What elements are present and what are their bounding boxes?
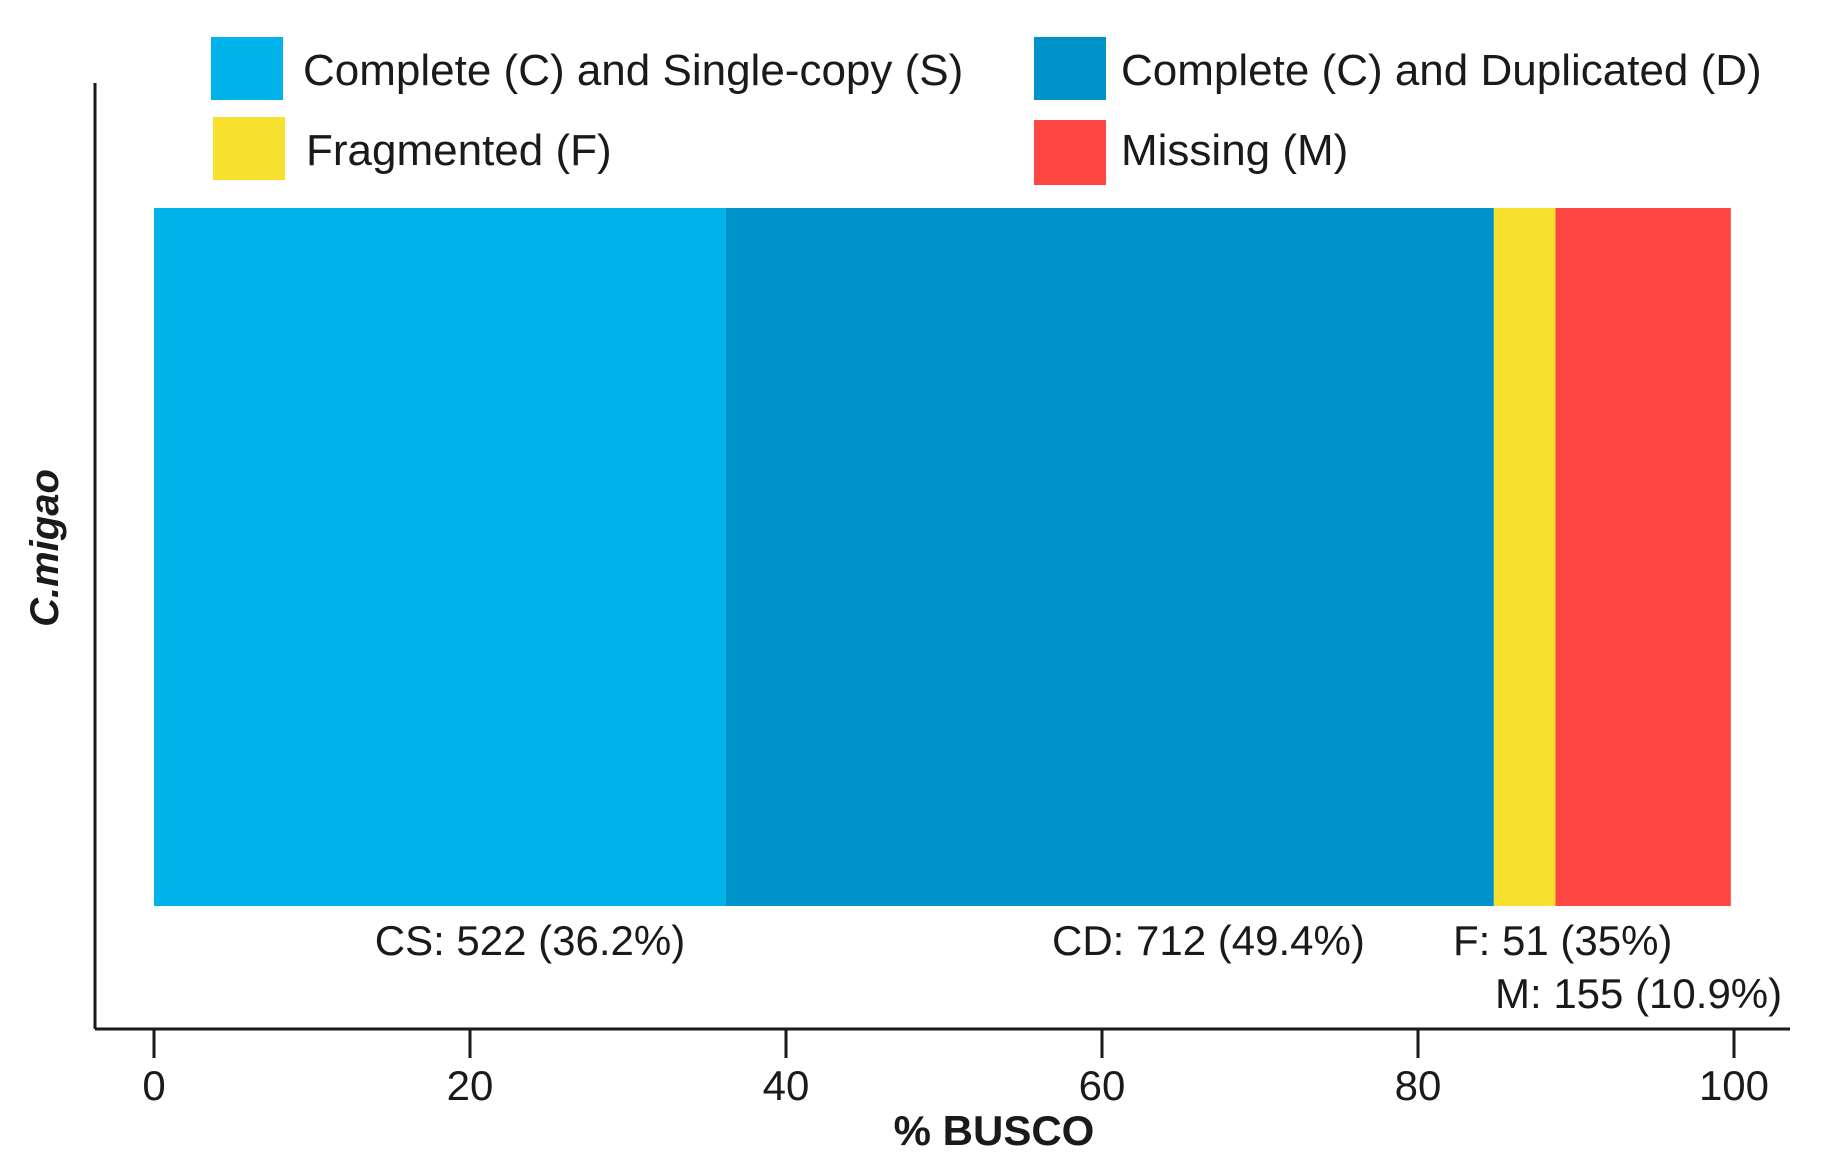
legend-swatch-missing xyxy=(1034,120,1106,185)
legend-item-single-copy: Complete (C) and Single-copy (S) xyxy=(211,37,963,100)
segment-label-missing-m: M: 155 (10.9%) xyxy=(1495,970,1782,1017)
legend: Complete (C) and Single-copy (S) Complet… xyxy=(211,37,1762,185)
x-tick-label-100: 100 xyxy=(1699,1062,1769,1109)
x-tick-label-60: 60 xyxy=(1079,1062,1126,1109)
bar-segment-missing-m xyxy=(1555,208,1731,906)
bar-segment-complete-c-and-duplicated-d xyxy=(725,208,1494,906)
x-axis-ticks: 0 20 40 60 80 100 xyxy=(142,1029,1769,1109)
x-tick-label-0: 0 xyxy=(142,1062,165,1109)
x-tick-label-20: 20 xyxy=(447,1062,494,1109)
x-axis-title: % BUSCO xyxy=(894,1107,1095,1154)
bar-segments xyxy=(154,208,1731,906)
legend-swatch-duplicated xyxy=(1034,37,1106,100)
bar-segment-fragmented-f xyxy=(1493,208,1556,906)
category-label: C.migao xyxy=(23,469,67,627)
segment-label-complete-c-and-duplicated-d: CD: 712 (49.4%) xyxy=(1052,917,1365,964)
legend-swatch-fragmented xyxy=(213,117,285,180)
legend-item-duplicated: Complete (C) and Duplicated (D) xyxy=(1034,37,1762,100)
legend-label-single-copy: Complete (C) and Single-copy (S) xyxy=(303,46,963,95)
legend-label-missing: Missing (M) xyxy=(1121,126,1348,175)
legend-label-duplicated: Complete (C) and Duplicated (D) xyxy=(1121,46,1762,95)
legend-swatch-single-copy xyxy=(211,37,283,100)
x-tick-label-40: 40 xyxy=(763,1062,810,1109)
segment-label-fragmented-f: F: 51 (35%) xyxy=(1453,917,1672,964)
segment-labels: CS: 522 (36.2%) CD: 712 (49.4%) F: 51 (35%… xyxy=(375,917,1782,1017)
x-tick-label-80: 80 xyxy=(1395,1062,1442,1109)
bar-segment-complete-c-and-single-copy-s xyxy=(154,208,726,906)
legend-label-fragmented: Fragmented (F) xyxy=(306,126,612,175)
legend-item-missing: Missing (M) xyxy=(1034,120,1348,185)
segment-label-complete-c-and-single-copy-s: CS: 522 (36.2%) xyxy=(375,917,686,964)
legend-item-fragmented: Fragmented (F) xyxy=(213,117,612,180)
